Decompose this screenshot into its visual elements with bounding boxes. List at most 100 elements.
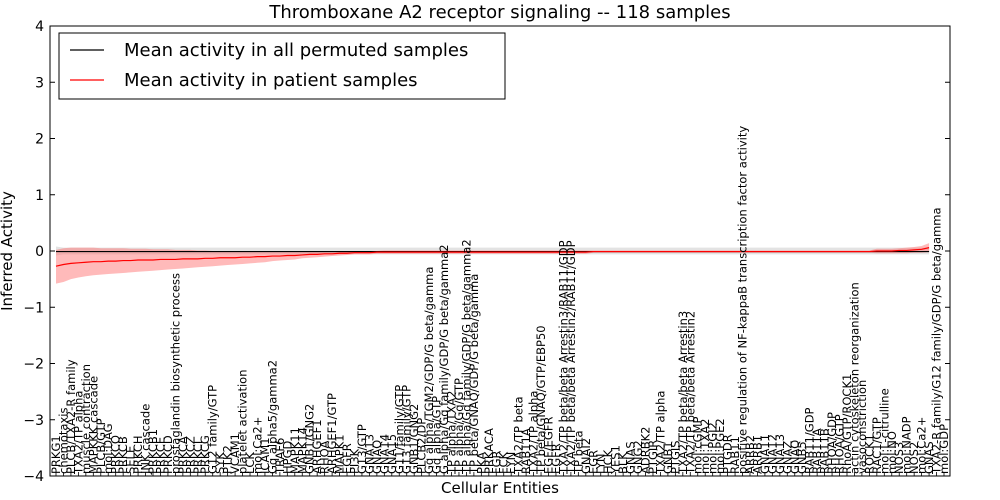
x-tick-label: mol:TXA2: [698, 419, 712, 474]
x-tick-label: PTK2: [221, 445, 235, 474]
x-tick-label: PRKCE: [153, 437, 167, 474]
x-tick-label: mol:Ca2+: [250, 417, 264, 474]
x-tick-label: PTGDR: [721, 434, 735, 474]
band-patient: [56, 243, 930, 284]
x-tick-label: PTGIS: [668, 440, 682, 474]
x-tick-label: mol:PGI2: [706, 422, 720, 474]
x-tick-label: TRAF6: [273, 438, 287, 475]
x-tick-label: TXA2/TP beta/beta Arrestin2/RAB11/GDP: [564, 240, 578, 475]
x-tick-label: FCK: [497, 451, 511, 474]
y-tick-label: 0: [35, 244, 44, 260]
x-tick-label: mol:NO: [885, 431, 899, 474]
x-tick-label: GNA15: [385, 434, 399, 474]
x-tick-label: EGFR: [340, 443, 354, 474]
x-tick-label: SELE: [124, 446, 138, 474]
x-tick-label: PRKCI: [191, 441, 205, 474]
x-tick-label: BLK: [616, 452, 630, 474]
y-axis: −4 −3 −2 −1 0 1 2 3 4: [23, 19, 950, 485]
x-tick-label: PRKCA: [176, 436, 190, 474]
x-tick-label: actin cytoskeleton reorganization: [847, 282, 861, 474]
y-tick-label: −2: [23, 357, 44, 373]
plot-area: [55, 243, 930, 284]
chart-title: Thromboxane A2 receptor signaling -- 118…: [268, 2, 730, 23]
x-tick-label: mol:Ca2+: [915, 417, 929, 474]
x-tick-label: PLCB/TXA2-R family: [64, 359, 78, 474]
x-tick-label: ICAM1: [258, 437, 272, 474]
x-tick-label: mol:L-citrulline: [877, 388, 891, 474]
x-tick-label: PLCB2/DP: [415, 418, 429, 474]
x-tick-label: PRKCH: [131, 435, 145, 474]
x-tick-label: TXA2/TP beta: [512, 396, 526, 475]
x-tick-label: RAB11A: [810, 428, 824, 474]
x-tick-label: GNA14: [377, 434, 391, 474]
x-tick-label: platelet activation: [236, 369, 250, 474]
x-tick-label: RAB11A: [519, 428, 533, 474]
x-tick-label: MAPK14: [295, 427, 309, 474]
x-tick-label: LCK: [243, 452, 257, 474]
x-tick-label: RAB11: [728, 436, 742, 474]
x-tick-label: RHOA/GDP: [825, 412, 839, 474]
x-tick-label: GNAZ: [780, 441, 794, 474]
x-tick-label: RhoA/GTP/ROCK1: [840, 374, 854, 474]
x-tick-label: FGR: [489, 450, 503, 474]
x-tick-label: TP beta/GNAQ/GDP/G beta/gamma: [467, 274, 481, 475]
x-tick-label: G alpha/Gq family/GDP/G beta/gamma2: [437, 244, 451, 474]
x-tick-label: chemotaxis: [56, 408, 70, 474]
x-tick-label: MAPK1: [333, 434, 347, 474]
y-tick-label: 4: [35, 19, 44, 35]
legend-label-permuted: Mean activity in all permuted samples: [124, 40, 468, 61]
legend-box: [58, 32, 506, 100]
x-tick-label: ADRBK2: [639, 427, 653, 474]
x-tick-label: PRKCZ: [183, 436, 197, 474]
x-tick-label: Gq alpha/GTP: [430, 396, 444, 474]
x-tick-label: HPGD: [280, 441, 294, 474]
x-tick-label: GNA13: [773, 434, 787, 474]
x-tick-label: muscle contraction: [79, 364, 93, 474]
x-tick-label: GNA13: [362, 434, 376, 474]
x-tick-label: mol:cGMP: [691, 417, 705, 474]
x-tick-label: RAC1/GTP: [870, 417, 884, 474]
x-tick-label: PRKCD: [161, 435, 175, 474]
x-tick-label: HCK: [601, 449, 615, 474]
x-tick-label: PLCB/GTP: [94, 418, 108, 474]
y-tick-label: −1: [23, 300, 44, 316]
x-tick-label: vasoconstriction: [855, 380, 869, 474]
y-tick-label: 2: [35, 132, 44, 148]
x-tick-label: GNAS: [624, 441, 638, 474]
legend: Mean activity in all permuted samples Me…: [58, 32, 506, 100]
x-tick-label: PRKG1: [49, 435, 63, 474]
x-tick-label: VCAM1: [228, 433, 242, 474]
x-tick-label: mol:DAG: [101, 423, 115, 474]
x-tick-label: EGR: [586, 450, 600, 474]
x-tick-label: PRKCQ: [109, 435, 123, 474]
x-tick-label: GNAQ: [788, 440, 802, 474]
x-tick-label: G11/family/GTP: [392, 385, 406, 474]
x-tick-label: prostaglandin biosynthetic process: [168, 273, 182, 474]
x-tick-label: TXA2/TP beta/beta Arrestin3/RAB11/GDP: [556, 240, 570, 475]
y-tick-label: 3: [35, 75, 44, 91]
y-tick-label: −3: [23, 413, 44, 429]
x-tick-label: PRKACA: [482, 428, 496, 474]
x-tick-label: TP alpha/Gq family/GDP/G beta/gamma2: [459, 239, 473, 475]
x-tick-label: mol:PGE2: [713, 418, 727, 474]
series-line-patient: [55, 247, 930, 267]
x-tick-label: RHOA/GTP: [833, 414, 847, 474]
x-tick-label: TP alpha/Gq/GTP: [452, 378, 466, 475]
x-tick-label: TXA2/TP alpha: [653, 391, 667, 475]
x-tick-label: GNB1: [661, 441, 675, 474]
x-tick-label: TP beta/GNAQ/GTP/EBP50: [534, 325, 548, 475]
x-tick-label: ARHGEF1/GTP: [325, 393, 339, 474]
x-tick-label: RHOA: [318, 441, 332, 474]
x-tick-label: Gq alpha5/gamma2: [265, 360, 279, 474]
x-tick-label: TXA2/TP beta/beta Arrestin2: [683, 311, 697, 475]
x-tick-label: YES1: [609, 445, 623, 475]
x-tick-label: GNA11: [758, 434, 772, 474]
x-tick-label: ARRB1: [750, 435, 764, 474]
x-tick-label: PRKCB1: [146, 429, 160, 474]
x-tick-label: G13/GTP: [355, 424, 369, 474]
x-tick-label: G13 family/GTP: [400, 385, 414, 474]
x-tick-label: mol:GDP: [937, 424, 951, 474]
y-tick-label: 1: [35, 188, 44, 204]
x-tick-label: TP alpha/TXA2: [444, 391, 458, 475]
